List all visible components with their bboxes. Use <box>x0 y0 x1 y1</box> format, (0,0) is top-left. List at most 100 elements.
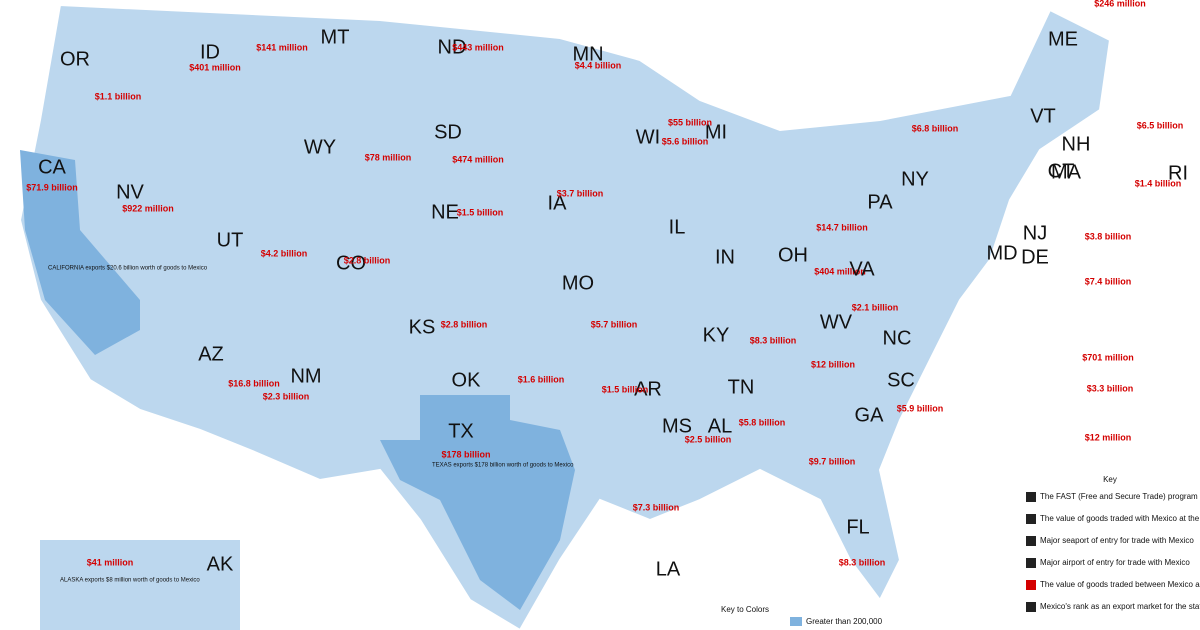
key-item: The value of goods traded with Mexico at… <box>1040 514 1200 523</box>
state-export-value: $8.3 billion <box>839 557 886 567</box>
state-abbr: SD <box>434 121 462 143</box>
state-export-value: $7.4 billion <box>1085 276 1132 286</box>
state-abbr: DE <box>1021 246 1049 268</box>
state-note: ALASKA exports $8 million worth of goods… <box>60 578 200 584</box>
state-export-value: $3.3 billion <box>1087 383 1134 393</box>
state-export-value: $5.7 billion <box>591 319 638 329</box>
state-export-value: $443 million <box>452 42 504 52</box>
state-export-value: $2.5 billion <box>685 434 732 444</box>
state-abbr: ID <box>200 41 220 63</box>
state-export-value: $4.2 billion <box>261 248 308 258</box>
color-key-item: Greater than 200,000 <box>806 617 883 626</box>
key-item: Major airport of entry for trade with Me… <box>1040 558 1190 567</box>
state-abbr: CO <box>336 252 366 274</box>
state-export-value: $141 million <box>256 42 308 52</box>
state-abbr: VT <box>1030 105 1056 127</box>
state-abbr: NE <box>431 201 459 223</box>
state-abbr: IA <box>548 192 568 214</box>
state-abbr: SC <box>887 369 915 391</box>
state-export-value: $1.4 billion <box>1135 178 1182 188</box>
state-export-value: $41 million <box>87 557 134 567</box>
state-abbr: RI <box>1168 162 1188 184</box>
state-abbr: NV <box>116 181 144 203</box>
color-key-title: Key to Colors <box>721 605 769 614</box>
state-export-value: $5.6 billion <box>662 136 709 146</box>
state-export-value: $1.6 billion <box>518 374 565 384</box>
state-abbr: MS <box>662 415 692 437</box>
state-export-value: $55 billion <box>668 117 712 127</box>
state-abbr: MD <box>986 242 1017 264</box>
alaska-region <box>40 540 240 630</box>
state-export-value: $2.1 billion <box>852 302 899 312</box>
state-export-value: $6.8 billion <box>912 123 959 133</box>
state-export-value: $7.3 billion <box>633 502 680 512</box>
state-abbr: TN <box>728 376 755 398</box>
state-abbr: NM <box>290 365 321 387</box>
state-export-value: $5.8 billion <box>739 417 786 427</box>
state-abbr: AK <box>207 553 234 575</box>
key-icon <box>1026 580 1036 590</box>
key-icon <box>1026 536 1036 546</box>
state-export-value: $78 million <box>365 152 412 162</box>
state-export-value: $3.7 billion <box>557 188 604 198</box>
state-abbr: CA <box>38 156 66 178</box>
state-abbr: OH <box>778 244 808 266</box>
state-export-value: $178 billion <box>441 449 490 459</box>
state-export-value: $4.4 billion <box>575 60 622 70</box>
dc-export-value: $12 million <box>1085 432 1132 442</box>
key-icon <box>1026 492 1036 502</box>
state-abbr: WY <box>304 136 336 158</box>
state-abbr: AZ <box>198 343 224 365</box>
state-export-value: $6.5 billion <box>1137 120 1184 130</box>
state-abbr: WI <box>636 126 660 148</box>
state-export-value: $2.8 billion <box>344 255 391 265</box>
state-note: TEXAS exports $178 billion worth of good… <box>432 463 574 469</box>
key-icon <box>1026 558 1036 568</box>
state-export-value: $14.7 billion <box>816 222 868 232</box>
state-abbr: VA <box>849 258 875 280</box>
state-abbr: MI <box>705 121 727 143</box>
state-export-value: $246 million <box>1094 0 1146 8</box>
state-abbr: CT <box>1048 160 1075 182</box>
state-export-value: $1.1 billion <box>95 91 142 101</box>
key-title: Key <box>1103 475 1117 484</box>
state-abbr: ME <box>1048 28 1078 50</box>
state-abbr: MO <box>562 272 594 294</box>
state-export-value: $71.9 billion <box>26 182 78 192</box>
key-icon <box>1026 514 1036 524</box>
state-note: CALIFORNIA exports $20.6 billion worth o… <box>48 266 208 272</box>
state-abbr: NJ <box>1023 222 1047 244</box>
state-abbr: NH <box>1062 133 1091 155</box>
state-export-value: $16.8 billion <box>228 378 280 388</box>
state-export-value: $9.7 billion <box>809 456 856 466</box>
state-abbr: KS <box>409 316 436 338</box>
state-export-value: $2.8 billion <box>441 319 488 329</box>
state-export-value: $8.3 billion <box>750 335 797 345</box>
key-item: Mexico's rank as an export market for th… <box>1040 602 1200 611</box>
state-abbr: FL <box>846 516 869 538</box>
state-export-value: $1.5 billion <box>602 384 649 394</box>
state-abbr: AR <box>634 378 662 400</box>
texas-region <box>380 395 575 610</box>
state-abbr: ND <box>438 36 467 58</box>
state-export-value: $474 million <box>452 154 504 164</box>
state-abbr: GA <box>855 404 885 426</box>
state-abbr: KY <box>703 324 730 346</box>
state-abbr: MT <box>321 26 350 48</box>
state-export-value: $2.3 billion <box>263 391 310 401</box>
key-item: The value of goods traded between Mexico… <box>1040 580 1200 589</box>
state-export-value: $1.5 billion <box>457 207 504 217</box>
state-abbr: UT <box>217 229 244 251</box>
us-land <box>18 3 1112 630</box>
state-abbr: OR <box>60 48 90 70</box>
state-abbr: MA <box>1051 161 1082 183</box>
state-abbr: OK <box>452 369 482 391</box>
state-export-value: $12 billion <box>811 359 855 369</box>
state-abbr: PA <box>867 191 893 213</box>
state-abbr: MN <box>572 43 603 65</box>
state-abbr: NY <box>901 168 929 190</box>
state-abbr: AL <box>708 415 732 437</box>
state-abbr: WV <box>820 311 853 333</box>
state-export-value: $701 million <box>1082 352 1134 362</box>
